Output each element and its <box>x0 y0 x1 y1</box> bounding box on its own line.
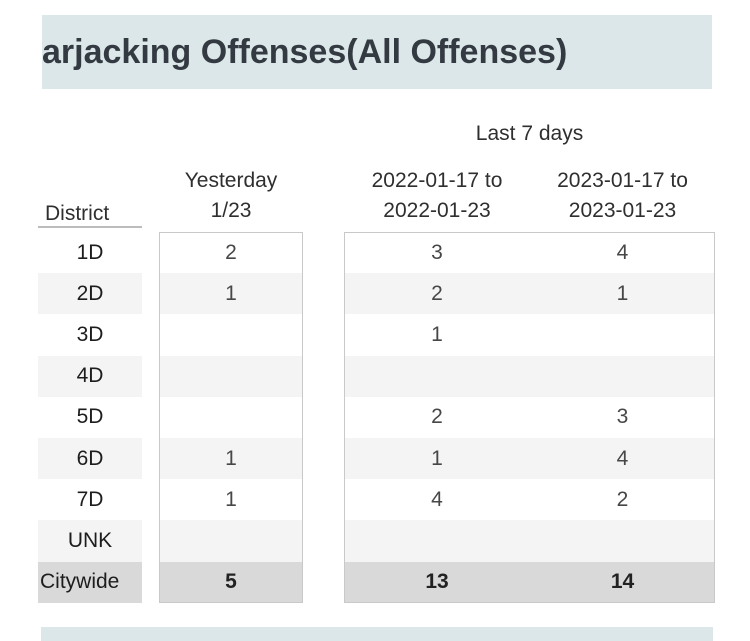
group-header-last-7-days: Last 7 days <box>475 122 584 145</box>
row-3d-label[interactable]: 3D <box>76 322 104 346</box>
row-citywide-yesterday[interactable]: 5 <box>159 561 303 603</box>
column-header-2023-range: 2023-01-17 to 2023-01-23 <box>530 166 715 226</box>
row-header-district: District <box>38 196 142 228</box>
row-citywide-label[interactable]: Citywide <box>38 561 142 603</box>
row-4d-2022[interactable] <box>344 355 530 397</box>
row-unk-2022[interactable] <box>344 520 530 562</box>
row-3d-2023[interactable] <box>530 314 715 355</box>
row-2d-2022[interactable]: 2 <box>344 273 530 315</box>
row-4d-2023[interactable] <box>530 355 715 397</box>
row-7d-yesterday[interactable]: 1 <box>225 487 237 511</box>
column-header-yesterday-line1: Yesterday <box>184 169 278 192</box>
row-1d-2023[interactable]: 4 <box>616 240 629 264</box>
row-5d-label[interactable]: 5D <box>76 405 104 429</box>
next-section-header-bar <box>41 627 713 641</box>
column-header-2022-line1: 2022-01-17 to <box>371 169 503 192</box>
row-1d-yesterday[interactable]: 2 <box>225 240 237 264</box>
row-7d-label[interactable]: 7D <box>76 487 104 511</box>
row-2d-label[interactable]: 2D <box>38 273 142 315</box>
row-3d-2022[interactable]: 1 <box>431 322 443 346</box>
column-header-2022-line2: 2022-01-23 <box>383 199 491 222</box>
row-1d-2022[interactable]: 3 <box>431 240 443 264</box>
column-header-2023-line1: 2023-01-17 to <box>557 169 688 192</box>
column-header-yesterday: Yesterday 1/23 <box>159 166 303 226</box>
row-7d-2023[interactable]: 2 <box>616 487 629 511</box>
row-7d-2022[interactable]: 4 <box>431 487 443 511</box>
row-unk-label[interactable]: UNK <box>38 520 142 562</box>
row-4d-label[interactable]: 4D <box>38 355 142 397</box>
row-4d-yesterday[interactable] <box>159 355 303 397</box>
row-unk-2023[interactable] <box>530 520 715 562</box>
column-header-2023-line2: 2023-01-23 <box>568 199 677 222</box>
row-5d-yesterday[interactable] <box>159 397 303 438</box>
row-6d-label[interactable]: 6D <box>38 437 142 480</box>
column-header-2022-range: 2022-01-17 to 2022-01-23 <box>344 166 530 226</box>
row-2d-yesterday[interactable]: 1 <box>159 273 303 315</box>
row-1d-label[interactable]: 1D <box>76 240 104 264</box>
column-header-yesterday-line2: 1/23 <box>210 199 252 222</box>
card-title: arjacking Offenses(All Offenses) <box>42 15 712 89</box>
row-6d-yesterday[interactable]: 1 <box>159 437 303 480</box>
row-3d-yesterday[interactable] <box>159 314 303 355</box>
row-citywide-2022[interactable]: 13 <box>344 561 530 603</box>
row-6d-2022[interactable]: 1 <box>344 437 530 480</box>
row-2d-2023[interactable]: 1 <box>530 273 715 315</box>
row-citywide-2023[interactable]: 14 <box>530 561 715 603</box>
row-5d-2023[interactable]: 3 <box>616 405 629 429</box>
row-unk-yesterday[interactable] <box>159 520 303 562</box>
row-6d-2023[interactable]: 4 <box>530 437 715 480</box>
card-title-text: arjacking Offenses(All Offenses) <box>42 33 568 71</box>
offenses-table: 1D 2 3 4 2D 1 2 1 3D 1 4D 5D 2 3 6D 1 1 … <box>38 232 715 603</box>
row-5d-2022[interactable]: 2 <box>431 405 443 429</box>
